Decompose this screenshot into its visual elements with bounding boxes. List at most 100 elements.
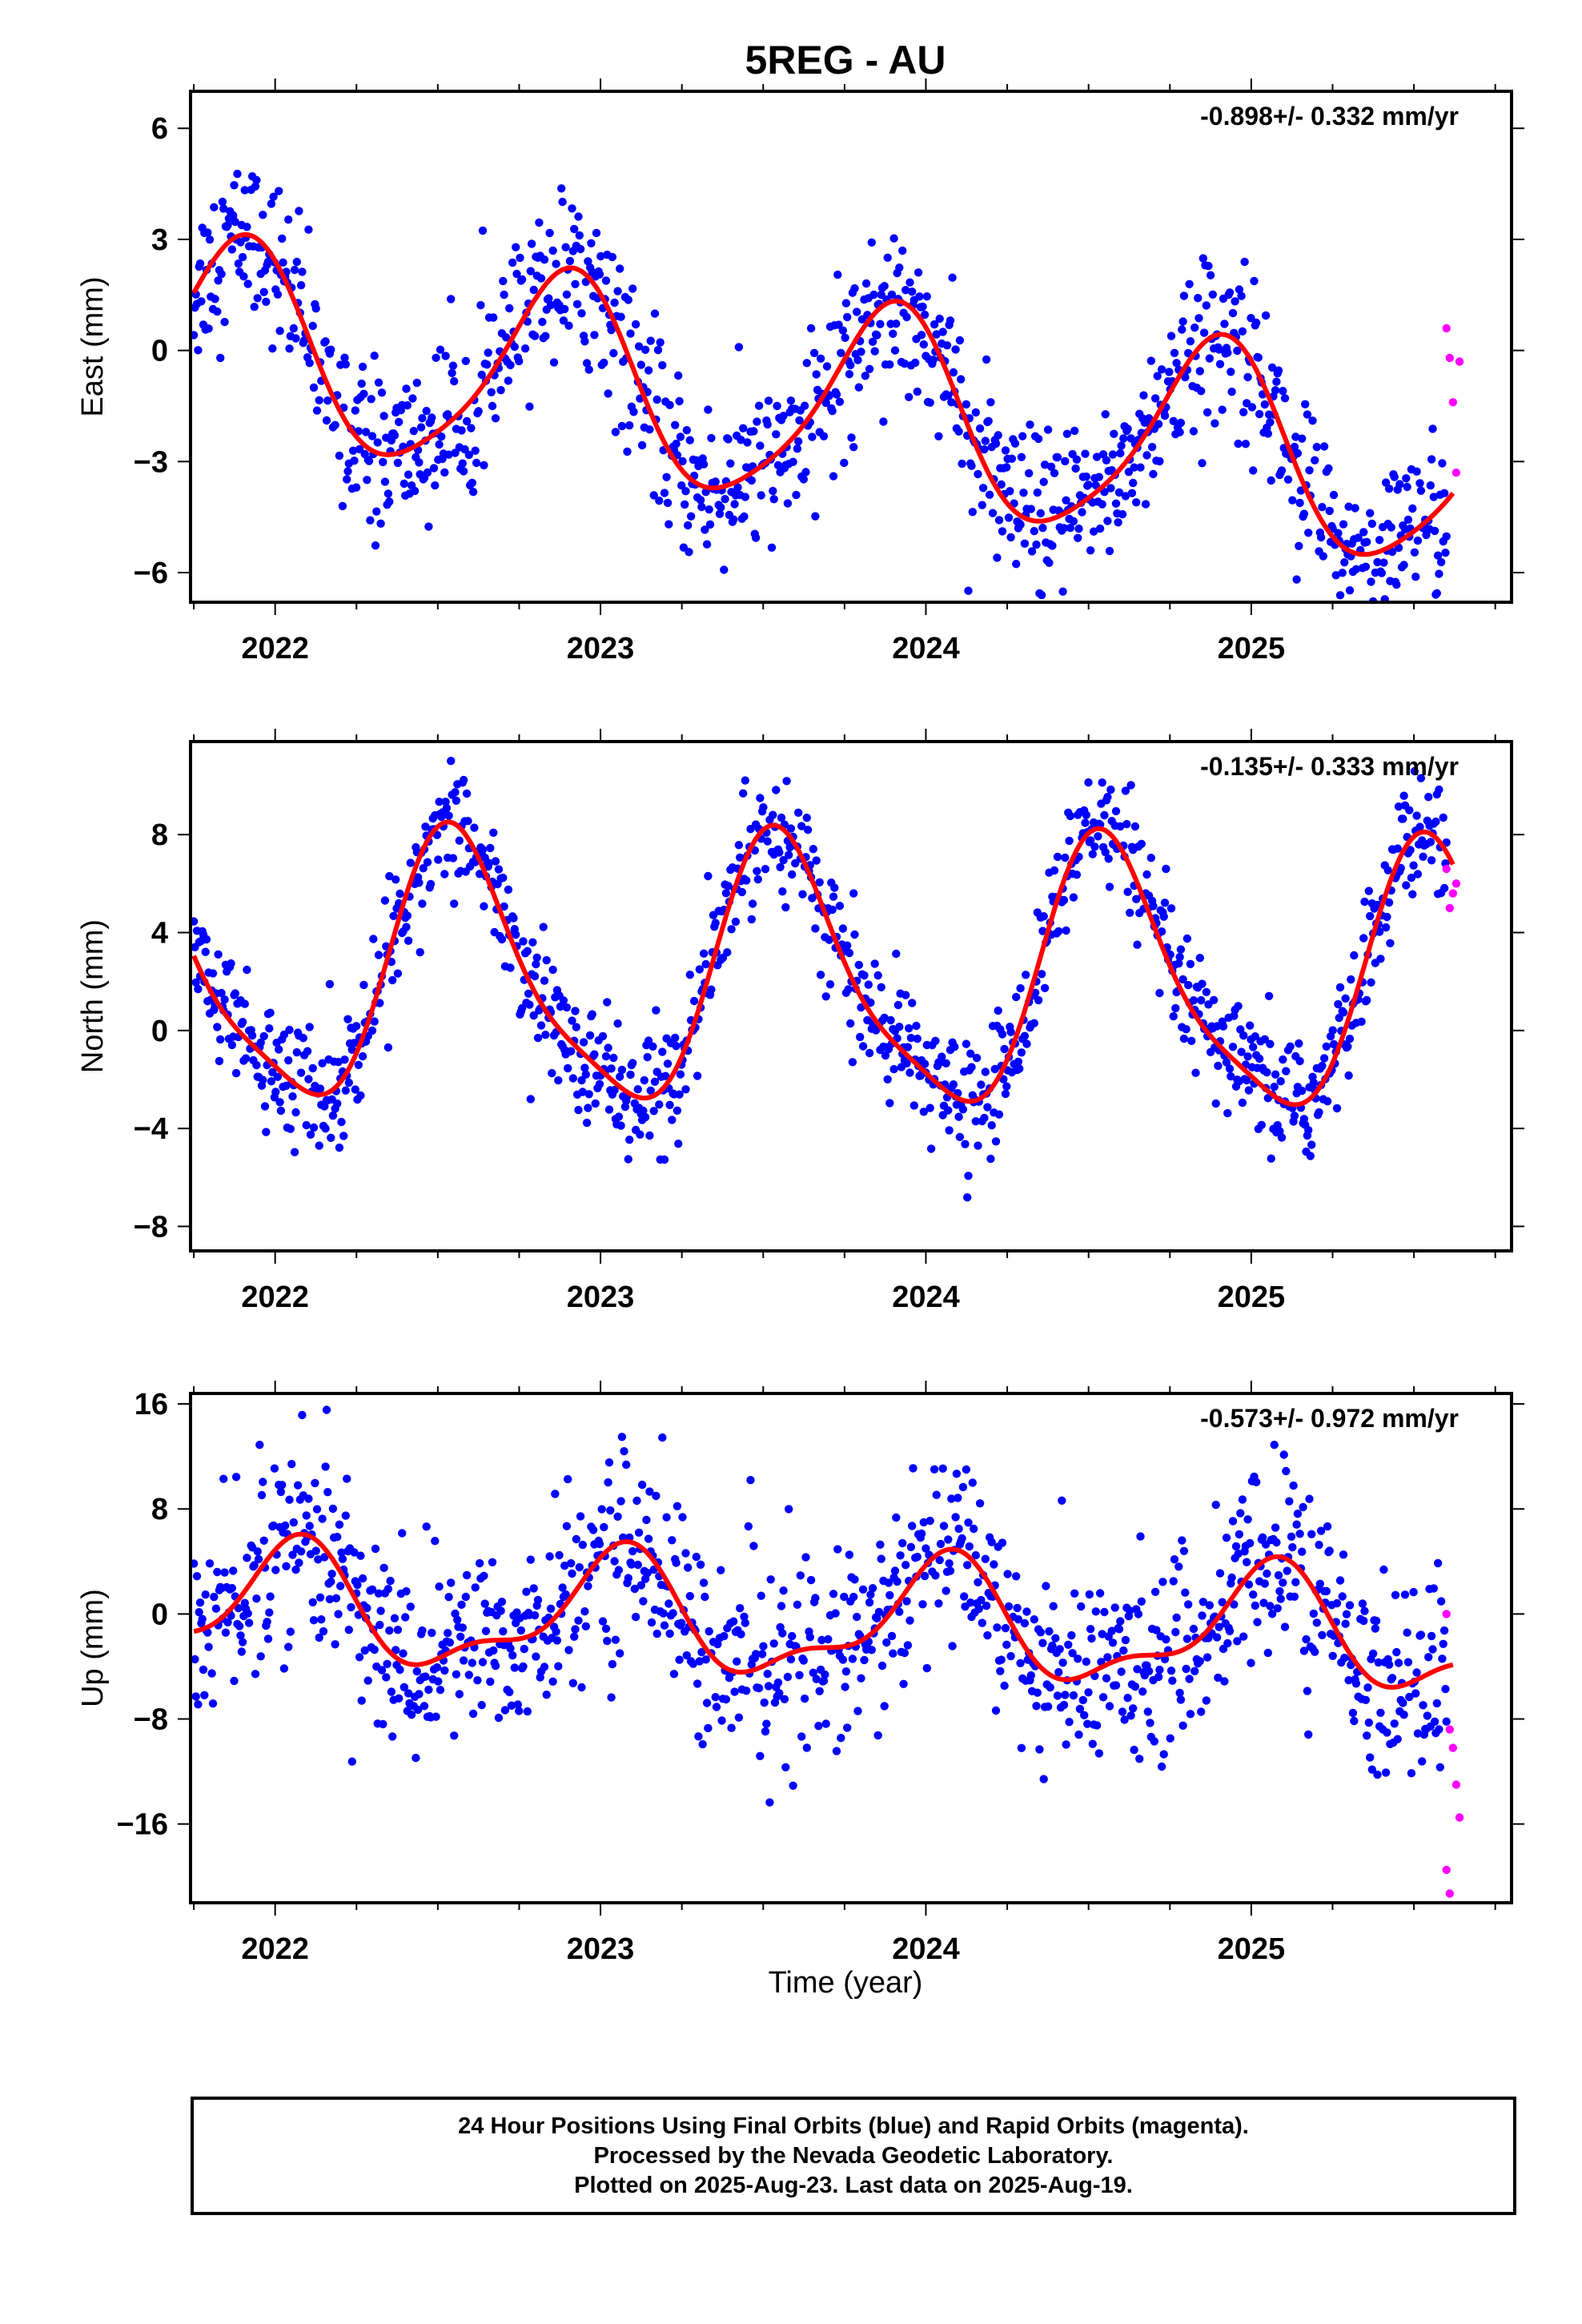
north-final-point <box>1323 1097 1332 1106</box>
up-final-point <box>958 1534 966 1543</box>
east-final-point <box>525 402 534 411</box>
east-final-point <box>663 498 673 508</box>
up-final-point <box>1260 1579 1270 1588</box>
up-final-point <box>597 1505 606 1514</box>
north-final-point <box>548 1068 556 1078</box>
north-final-point <box>578 1088 587 1096</box>
footer-box: 24 Hour Positions Using Final Orbits (bl… <box>191 2097 1516 2215</box>
up-final-point <box>304 1494 313 1503</box>
east-x-tick-label: 2023 <box>567 632 635 665</box>
north-final-point <box>736 853 745 862</box>
up-final-point <box>295 1558 303 1567</box>
east-final-point <box>1118 510 1127 519</box>
north-final-point <box>1006 1027 1015 1036</box>
north-final-point <box>1304 1126 1313 1135</box>
up-final-point <box>1435 1763 1445 1771</box>
up-final-point <box>320 1553 329 1562</box>
east-final-point <box>1039 477 1048 486</box>
up-final-point <box>545 1552 554 1561</box>
north-final-point <box>191 978 200 987</box>
east-final-point <box>1432 589 1442 597</box>
east-final-point <box>918 302 927 312</box>
up-final-point <box>1094 1749 1104 1758</box>
north-final-point <box>1424 793 1433 802</box>
north-final-point <box>369 935 378 943</box>
north-final-point <box>434 855 443 864</box>
up-final-point <box>1307 1530 1316 1539</box>
north-final-point <box>1251 1032 1260 1041</box>
east-final-point <box>608 252 617 262</box>
up-final-point <box>611 1635 620 1644</box>
up-final-point <box>689 1659 697 1668</box>
up-final-point <box>896 1551 905 1560</box>
east-final-point <box>570 224 579 234</box>
north-final-point <box>942 1059 950 1068</box>
east-final-point <box>259 211 267 219</box>
east-final-point <box>1377 569 1387 577</box>
up-final-point <box>1130 1745 1138 1755</box>
north-final-point <box>1264 991 1274 1001</box>
east-final-point <box>926 398 934 407</box>
east-final-point <box>769 495 778 504</box>
east-final-point <box>646 336 655 345</box>
east-final-point <box>508 258 517 267</box>
east-final-point <box>733 483 742 492</box>
up-final-point <box>564 1646 573 1655</box>
east-final-point <box>865 364 874 373</box>
east-final-point <box>854 383 864 392</box>
up-final-point <box>237 1647 246 1656</box>
up-final-point <box>727 1723 736 1732</box>
up-final-point <box>1126 1711 1135 1720</box>
up-final-point <box>981 1554 990 1563</box>
up-final-point <box>662 1513 671 1522</box>
east-final-point <box>1144 414 1154 423</box>
north-final-point <box>991 1137 1001 1146</box>
up-final-point <box>319 1626 328 1636</box>
north-final-point <box>812 856 821 865</box>
up-final-point <box>1179 1546 1189 1556</box>
north-final-point <box>335 1143 344 1152</box>
east-final-point <box>1027 547 1037 556</box>
east-final-point <box>393 458 403 468</box>
up-final-point <box>874 1607 884 1617</box>
north-final-point <box>905 1068 914 1077</box>
east-final-point <box>371 541 380 550</box>
east-final-point <box>1030 527 1039 536</box>
north-final-point <box>1393 844 1402 853</box>
up-final-point <box>567 1558 576 1568</box>
east-final-point <box>753 417 761 426</box>
east-final-point <box>1241 440 1251 448</box>
up-final-point <box>356 1551 365 1560</box>
up-final-point <box>840 1592 849 1602</box>
up-final-point <box>737 1630 745 1638</box>
up-final-point <box>1120 1715 1129 1724</box>
north-y-axis-label: North (mm) <box>76 919 110 1073</box>
east-final-point <box>370 352 379 360</box>
up-final-point <box>1000 1681 1009 1691</box>
north-final-point <box>809 845 817 854</box>
north-final-point <box>1427 856 1436 865</box>
east-final-point <box>304 225 313 234</box>
up-final-point <box>877 1661 887 1671</box>
east-final-point <box>1291 432 1300 441</box>
up-final-point <box>205 1559 215 1568</box>
up-final-point <box>614 1566 624 1574</box>
north-final-point <box>1022 1039 1031 1048</box>
north-final-point <box>240 999 249 1008</box>
east-final-point <box>1283 475 1293 484</box>
east-final-point <box>1094 472 1104 481</box>
up-final-point <box>370 1645 379 1655</box>
east-final-point <box>1114 518 1122 527</box>
north-final-point <box>595 1080 604 1088</box>
north-final-point <box>1341 994 1350 1003</box>
up-final-point <box>475 1558 484 1568</box>
up-final-point <box>412 1753 420 1763</box>
north-final-point <box>556 1002 565 1011</box>
up-final-point <box>711 1693 720 1702</box>
east-final-point <box>1380 595 1389 602</box>
up-final-point <box>1053 1691 1062 1700</box>
north-final-point <box>500 902 508 911</box>
north-final-point <box>1246 1021 1255 1030</box>
north-final-point <box>628 1059 637 1068</box>
up-final-point <box>520 1644 528 1654</box>
